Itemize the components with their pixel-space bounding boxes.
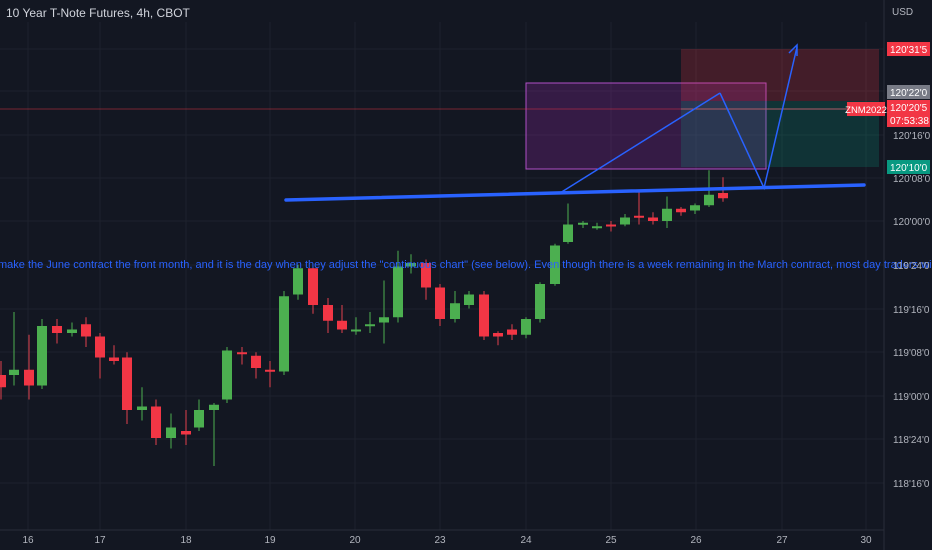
candle-body (435, 287, 445, 319)
price-label-text: 120'22'0 (890, 88, 928, 99)
candle-body (95, 336, 105, 358)
range-box (525, 82, 767, 170)
x-tick-label: 25 (605, 535, 617, 546)
candle-body (194, 410, 204, 428)
candle-body (323, 305, 333, 321)
candle-body (222, 350, 232, 400)
x-tick-label: 18 (180, 535, 192, 546)
candle-body (479, 294, 489, 337)
candle-body (9, 369, 19, 375)
projection-up-line (559, 92, 721, 194)
x-tick-label: 24 (520, 535, 532, 546)
candle-body (592, 226, 602, 229)
candle-body (606, 224, 616, 227)
candle-body (24, 369, 34, 386)
candle-body (109, 357, 119, 361)
projection-arrowhead (788, 43, 798, 56)
candle-body (662, 208, 672, 221)
support-trendline (284, 183, 866, 202)
annotation-text: make the June contract the front month, … (0, 259, 932, 271)
x-tick-label: 26 (690, 535, 702, 546)
candle-body (620, 217, 630, 225)
candle-body (137, 406, 147, 410)
candle-body (337, 320, 347, 330)
candle-body (37, 326, 47, 386)
candle-body (67, 329, 77, 333)
price-label-box (887, 160, 930, 174)
candle-body (718, 193, 728, 199)
candle-body (421, 263, 431, 288)
x-tick-label: 23 (434, 535, 446, 546)
y-tick-label: 119'16'0 (893, 305, 930, 316)
candle-body (293, 268, 303, 295)
candle-body (648, 217, 658, 221)
candle-body (209, 404, 219, 410)
candle-body (507, 329, 517, 335)
y-tick-label: 119'08'0 (893, 348, 930, 359)
symbol-tag-box (847, 102, 885, 116)
candle-body (493, 333, 503, 337)
candle-body (52, 326, 62, 333)
candle-body (578, 222, 588, 225)
price-label-text: 120'10'0 (890, 163, 928, 174)
candle-body (279, 296, 289, 372)
y-tick-label: 119'24'0 (893, 261, 930, 272)
candle-body (676, 208, 686, 213)
candle-body (690, 205, 700, 211)
x-tick-label: 20 (349, 535, 361, 546)
candle-body (535, 284, 545, 319)
symbol-tag-text: ZNM2022 (845, 105, 887, 116)
candle-body (265, 369, 275, 372)
x-tick-label: 30 (860, 535, 872, 546)
price-label-text: 07:53:38 (890, 116, 929, 127)
y-tick-label: 119'00'0 (893, 392, 930, 403)
price-label-box (887, 42, 930, 56)
projection-path (719, 46, 798, 191)
candle-body (464, 294, 474, 305)
target-zone (681, 101, 879, 167)
stop-zone (681, 49, 879, 101)
candle-body (166, 427, 176, 438)
price-label-text: 120'20'5 (890, 103, 928, 114)
candle-body (704, 194, 714, 206)
currency-label: USD (892, 7, 914, 18)
candle-body (393, 266, 403, 318)
candle-body (365, 324, 375, 327)
y-tick-label: 118'24'0 (893, 435, 930, 446)
candle-body (634, 215, 644, 218)
x-tick-label: 17 (94, 535, 106, 546)
candle-body (0, 375, 6, 388)
candle-body (450, 303, 460, 319)
candle-body (251, 355, 261, 368)
candle-body (406, 263, 416, 267)
y-tick-label: 120'16'0 (893, 131, 931, 142)
candle-body (563, 224, 573, 242)
y-tick-label: 118'16'0 (893, 479, 930, 490)
candle-body (308, 268, 318, 305)
y-tick-label: 120'00'0 (893, 217, 931, 228)
chart-title: 10 Year T-Note Futures, 4h, CBOT (6, 6, 190, 20)
x-tick-label: 27 (776, 535, 788, 546)
candle-body (81, 324, 91, 337)
candle-body (151, 406, 161, 438)
y-tick-label: 120'08'0 (893, 174, 931, 185)
candle-body (237, 352, 247, 355)
x-tick-label: 19 (264, 535, 276, 546)
x-tick-label: 16 (22, 535, 34, 546)
candle-body (122, 357, 132, 410)
candle-body (379, 317, 389, 323)
price-label-box (887, 100, 930, 114)
candle-body (181, 431, 191, 435)
candle-body (550, 245, 560, 284)
price-label-text: 120'31'5 (890, 45, 928, 56)
price-label-box (887, 85, 930, 99)
candle-body (351, 329, 361, 332)
candle-body (521, 319, 531, 335)
price-label-box (887, 113, 930, 127)
